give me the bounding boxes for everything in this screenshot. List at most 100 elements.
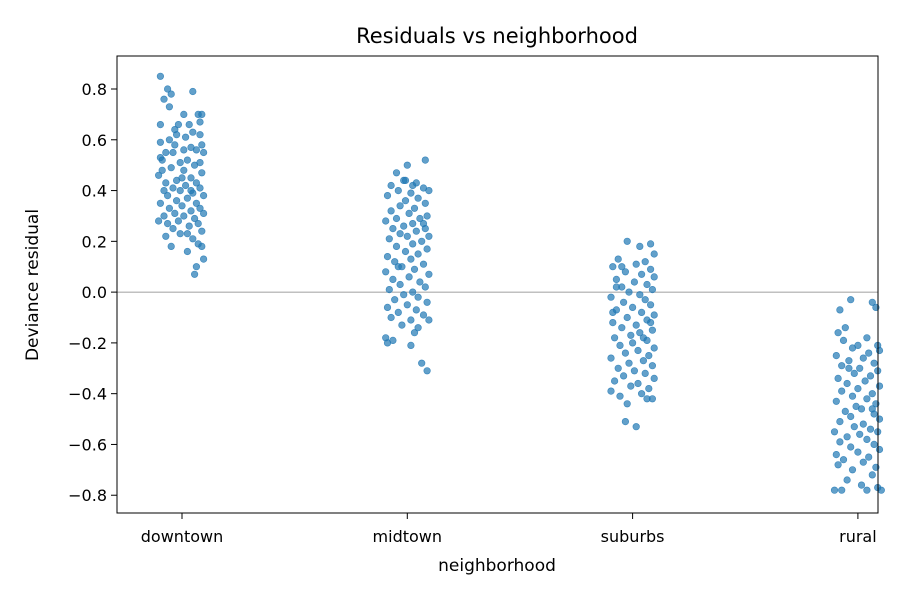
data-point-downtown <box>200 209 208 217</box>
data-point-suburbs <box>627 382 635 390</box>
data-point-downtown <box>156 138 164 146</box>
data-point-midtown <box>407 189 415 197</box>
data-point-rural <box>854 385 862 393</box>
chart-title: Residuals vs neighborhood <box>356 24 638 48</box>
data-point-suburbs <box>628 303 637 312</box>
data-point-suburbs <box>646 240 655 248</box>
data-point-downtown <box>191 270 199 278</box>
data-point-rural <box>859 420 867 428</box>
data-point-rural <box>848 392 857 400</box>
data-point-suburbs <box>636 329 644 337</box>
data-point-rural <box>866 425 875 433</box>
data-point-midtown <box>412 306 420 314</box>
data-point-rural <box>838 387 846 395</box>
data-point-midtown <box>387 207 395 215</box>
data-point-downtown <box>183 194 191 202</box>
data-point-rural <box>850 369 858 378</box>
data-point-suburbs <box>618 324 626 332</box>
data-point-downtown <box>174 217 182 225</box>
data-point-midtown <box>409 220 417 228</box>
data-point-rural <box>863 435 871 444</box>
data-point-suburbs <box>621 349 630 357</box>
x-tick-label-suburbs: suburbs <box>601 527 665 546</box>
data-point-midtown <box>387 181 395 190</box>
data-point-downtown <box>191 214 199 223</box>
data-point-midtown <box>407 341 415 350</box>
data-point-midtown <box>421 199 429 207</box>
data-point-midtown <box>405 273 413 281</box>
data-point-downtown <box>178 202 186 210</box>
x-tick-label-downtown: downtown <box>141 527 223 546</box>
data-point-suburbs <box>610 377 619 385</box>
data-point-suburbs <box>650 273 658 281</box>
data-point-downtown <box>196 204 204 212</box>
data-point-suburbs <box>630 278 639 286</box>
data-point-rural <box>875 346 884 355</box>
data-point-midtown <box>421 156 429 164</box>
data-point-downtown <box>200 148 208 157</box>
data-point-downtown <box>187 207 195 215</box>
data-point-suburbs <box>637 308 646 317</box>
data-point-midtown <box>423 298 431 306</box>
data-point-downtown <box>160 95 168 103</box>
data-point-downtown <box>182 181 190 190</box>
data-point-rural <box>848 344 857 352</box>
y-tick-label: −0.6 <box>68 435 107 454</box>
data-point-downtown <box>174 120 182 129</box>
data-point-suburbs <box>612 275 621 284</box>
y-tick-label: −0.4 <box>68 385 107 404</box>
data-point-suburbs <box>614 255 622 263</box>
data-point-midtown <box>401 247 410 256</box>
data-point-rural <box>848 466 857 474</box>
y-tick-label: −0.2 <box>68 334 107 353</box>
data-point-rural <box>877 486 885 494</box>
data-point-rural <box>834 329 842 337</box>
data-point-midtown <box>391 296 399 304</box>
data-point-midtown <box>383 253 392 261</box>
data-point-suburbs <box>612 283 621 291</box>
data-point-midtown <box>414 194 422 202</box>
data-point-midtown <box>394 187 402 195</box>
data-point-midtown <box>405 209 413 217</box>
data-point-midtown <box>414 293 422 301</box>
data-point-midtown <box>382 268 390 276</box>
data-point-suburbs <box>619 298 628 306</box>
data-point-suburbs <box>628 339 637 347</box>
data-point-midtown <box>391 258 399 266</box>
y-axis-ticks: −0.8 −0.6 −0.4 −0.2 0.0 0.2 0.4 0.6 0.8 <box>68 80 117 505</box>
data-point-suburbs <box>639 334 648 342</box>
data-point-midtown <box>403 301 411 309</box>
data-point-suburbs <box>625 288 633 296</box>
data-point-downtown <box>183 247 191 256</box>
data-point-suburbs <box>610 334 619 342</box>
data-point-suburbs <box>650 311 658 319</box>
data-point-downtown <box>164 220 172 228</box>
data-point-downtown <box>198 227 206 235</box>
data-point-downtown <box>200 255 208 263</box>
data-point-midtown <box>421 283 429 291</box>
data-point-midtown <box>410 204 419 212</box>
data-point-suburbs <box>646 301 655 309</box>
data-point-downtown <box>196 131 204 139</box>
data-point-downtown <box>160 187 168 195</box>
plot-background <box>117 56 878 513</box>
data-point-downtown <box>182 133 190 141</box>
data-point-rural <box>832 352 840 360</box>
data-point-midtown <box>392 242 401 250</box>
data-point-suburbs <box>646 319 655 327</box>
data-point-midtown <box>396 230 404 238</box>
data-point-midtown <box>418 237 426 245</box>
x-tick-label-rural: rural <box>839 527 877 546</box>
data-point-midtown <box>387 313 395 322</box>
data-point-rural <box>859 458 867 466</box>
data-point-suburbs <box>637 390 646 398</box>
data-point-rural <box>839 456 848 464</box>
data-point-rural <box>843 379 851 388</box>
data-point-downtown <box>173 197 181 205</box>
data-point-rural <box>836 306 844 314</box>
data-point-rural <box>866 372 875 380</box>
data-point-downtown <box>178 174 186 182</box>
data-point-suburbs <box>616 392 624 400</box>
data-point-rural <box>875 445 884 454</box>
